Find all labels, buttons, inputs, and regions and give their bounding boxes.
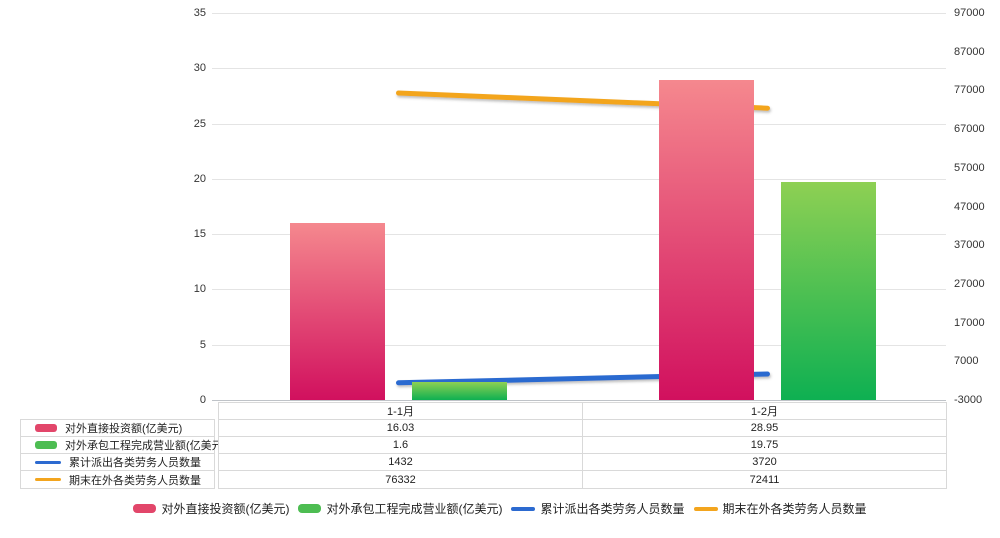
table-value-cell: 28.95: [582, 419, 947, 437]
gridline: [212, 344, 946, 346]
gridline: [212, 289, 946, 291]
left-axis-tick-label: 30: [193, 62, 206, 75]
right-axis-tick-label: -3000: [954, 394, 983, 406]
bar-investment-cat0: [290, 222, 385, 400]
legend-label: 累计派出各类劳务人员数量: [540, 502, 685, 516]
series-swatch-icon: [35, 424, 57, 432]
table-value-cell: 19.75: [582, 436, 947, 454]
right-axis-tick-label: 37000: [954, 239, 985, 252]
right-axis-tick-label: 17000: [954, 316, 985, 329]
series-swatch-icon: [35, 441, 57, 449]
right-axis-tick-label: 87000: [954, 45, 985, 58]
bar-contract-cat0: [412, 382, 507, 400]
table-value-cell: 72411: [582, 470, 947, 489]
table-value-cell: 1.6: [218, 436, 583, 454]
chart-legend: 对外直接投资额(亿美元) 对外承包工程完成营业额(亿美元) 累计派出各类劳务人员数量…: [0, 500, 1000, 517]
left-axis-tick-label: 0: [199, 394, 206, 406]
right-axis-tick-label: 57000: [954, 161, 985, 174]
gridline: [212, 123, 946, 125]
legend-swatch-icon: [298, 504, 322, 513]
left-axis-tick-label: 15: [193, 228, 206, 241]
left-axis-tick-label: 10: [193, 283, 206, 296]
left-axis-tick-label: 20: [193, 172, 206, 185]
right-axis-tick-label: 97000: [954, 7, 985, 19]
gridline: [212, 13, 946, 14]
series-name: 累计派出各类劳务人员数量: [69, 457, 201, 469]
table-row-label: 对外承包工程完成营业额(亿美元): [20, 436, 226, 454]
legend-item[interactable]: 对外承包工程完成营业额(亿美元): [298, 500, 502, 517]
table-value-cell: 76332: [218, 470, 583, 489]
series-swatch-icon: [35, 460, 61, 464]
gridline: [212, 68, 946, 70]
legend-item[interactable]: 期末在外各类劳务人员数量: [693, 500, 867, 517]
table-value-cell: 3720: [582, 453, 947, 471]
right-axis-tick-label: 77000: [954, 84, 985, 97]
legend-label: 期末在外各类劳务人员数量: [722, 502, 867, 516]
table-value-cell: 1432: [218, 453, 583, 471]
legend-item[interactable]: 对外直接投资额(亿美元): [133, 500, 289, 517]
left-axis-tick-label: 35: [193, 7, 206, 19]
bar-investment-cat1: [659, 79, 754, 400]
series-name: 对外直接投资额(亿美元): [65, 423, 183, 435]
gridline: [212, 234, 946, 236]
gridline: [212, 400, 946, 401]
table-row-label: 对外直接投资额(亿美元): [20, 419, 215, 437]
gridline: [212, 178, 946, 180]
legend-label: 对外直接投资额(亿美元): [161, 502, 290, 516]
series-name: 期末在外各类劳务人员数量: [69, 474, 201, 487]
left-axis-tick-label: 25: [193, 117, 206, 130]
right-axis-tick-label: 67000: [954, 123, 985, 136]
right-axis-tick-label: 47000: [954, 200, 985, 213]
table-value-cell: 16.03: [218, 419, 583, 437]
table-row-label: 期末在外各类劳务人员数量: [20, 470, 215, 489]
left-axis-tick-label: 5: [199, 338, 206, 351]
legend-swatch-icon: [511, 506, 536, 511]
series-name: 对外承包工程完成营业额(亿美元): [65, 440, 227, 452]
legend-swatch-icon: [133, 504, 157, 513]
right-axis-tick-label: 7000: [954, 355, 979, 368]
table-category-header: 1-1月: [218, 402, 583, 420]
legend-item[interactable]: 累计派出各类劳务人员数量: [511, 500, 685, 517]
table-category-header: 1-2月: [582, 402, 947, 420]
legend-swatch-icon: [693, 506, 718, 511]
right-axis-tick-label: 27000: [954, 277, 985, 290]
table-row-label: 累计派出各类劳务人员数量: [20, 453, 215, 471]
series-swatch-icon: [35, 478, 61, 481]
bar-contract-cat1: [781, 181, 876, 400]
legend-label: 对外承包工程完成营业额(亿美元): [326, 502, 503, 516]
